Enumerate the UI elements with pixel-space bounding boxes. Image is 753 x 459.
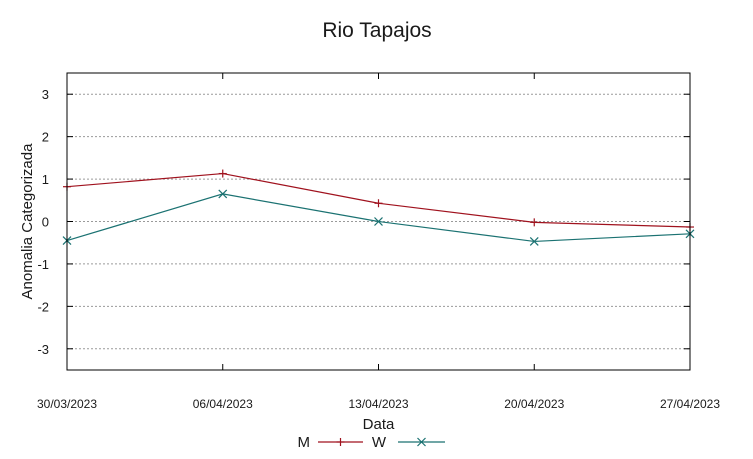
y-axis-label: Anomalia Categorizada xyxy=(19,143,36,300)
data-point-W xyxy=(218,189,228,199)
y-tick-label: 2 xyxy=(42,130,49,145)
y-tick-label: -3 xyxy=(37,342,49,357)
data-point-W xyxy=(529,237,539,246)
data-point-M xyxy=(218,169,227,178)
data-point-M xyxy=(374,199,383,208)
x-tick-label: 06/04/2023 xyxy=(193,397,253,411)
y-tick-label: 1 xyxy=(42,172,49,187)
y-tick-label: -2 xyxy=(37,299,49,314)
legend-marker-M xyxy=(336,438,345,446)
x-tick-label: 20/04/2023 xyxy=(504,397,564,411)
chart-title: Rio Tapajos xyxy=(322,19,431,42)
y-tick-label: -1 xyxy=(37,257,49,272)
x-axis-ticks: 30/03/2023 06/04/2023 13/04/2023 20/04/2023… xyxy=(37,73,720,411)
legend-marker-W xyxy=(417,437,426,447)
data-point-W xyxy=(374,217,383,226)
plot-frame xyxy=(66,72,691,371)
x-tick-label: 30/03/2023 xyxy=(37,397,97,411)
data-point-M xyxy=(530,218,539,227)
y-tick-label: 3 xyxy=(42,87,49,102)
x-axis-label: Data xyxy=(363,416,395,433)
series-lines xyxy=(62,169,695,246)
x-tick-label: 13/04/2023 xyxy=(348,397,408,411)
x-tick-label: 27/04/2023 xyxy=(660,397,720,411)
legend-label-M: M xyxy=(298,434,311,451)
y-tick-label: 0 xyxy=(42,215,49,230)
y-axis-ticks: -3 -2 -1 0 1 2 3 xyxy=(37,87,690,357)
legend-label-W: W xyxy=(372,434,387,451)
